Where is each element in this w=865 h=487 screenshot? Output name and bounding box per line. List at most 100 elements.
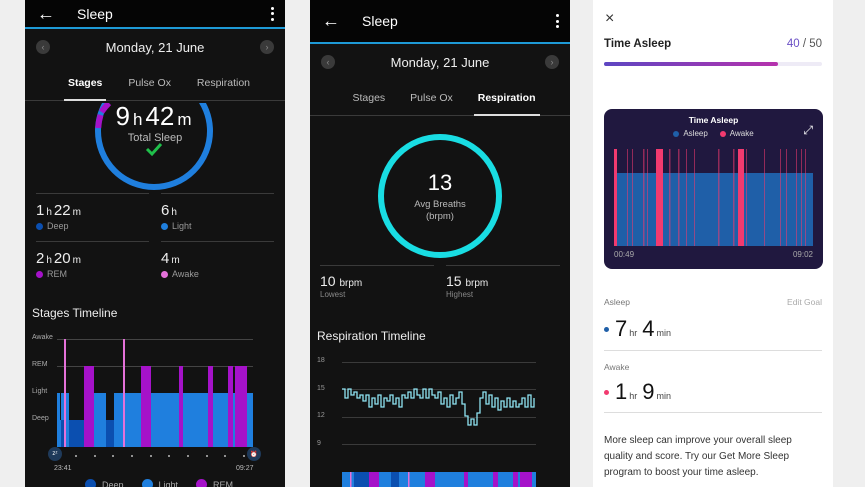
y-label-15: 15 [317,385,325,392]
tab-stages[interactable]: Stages [352,91,386,104]
awake-value: 1 hr 9 min [604,379,674,405]
y-label-rem: REM [32,361,48,368]
rem-dot-icon [36,270,43,278]
date-navigator: ‹ Monday, 21 June › [310,44,570,80]
total-minutes: 42 [145,101,175,131]
stat-lowest: 10 brpm Lowest [320,265,434,299]
y-label-9: 9 [317,440,321,447]
asleep-value: 7 hr 4 min [604,316,674,342]
avg-breaths-unit: (brpm) [426,211,454,222]
y-label-12: 12 [317,412,325,419]
stat-rem: 2 h 20 m REM [36,241,149,289]
light-legend-icon [141,479,153,487]
y-label-18: 18 [317,357,325,364]
chart-legend: Asleep Awake [604,129,823,138]
timeline-ticks [75,455,245,457]
edit-goal-link[interactable]: Edit Goal [787,297,822,307]
previous-day-button[interactable]: ‹ [321,55,335,69]
stages-legend: Deep Light REM [85,479,233,487]
back-arrow-icon[interactable]: ← [37,3,55,23]
sleep-start-time: 23:41 [54,465,72,472]
avg-breaths-value: 13 [427,170,453,195]
time-asleep-chart-card: Time Asleep Asleep Awake ⤢ [604,109,823,269]
chart-title: Time Asleep [688,115,739,125]
total-sleep: 9 h 42 m Total Sleep [25,101,285,144]
tab-respiration[interactable]: Respiration [196,76,251,89]
awake-dot-icon [604,389,609,395]
sleep-start-icon: zᶻ [48,447,62,461]
score-max: / 50 [802,38,822,50]
date-label: Monday, 21 June [105,39,205,55]
divider [604,350,822,351]
avg-breaths: 13 Avg Breaths (brpm) [310,170,570,223]
respiration-timeline-title: Respiration Timeline [317,329,426,343]
awake-dot-icon [161,270,168,278]
deep-legend-icon [85,479,96,487]
score-progress-fill [604,62,779,66]
app-bar: ← Sleep [310,0,570,44]
time-asleep-title: Time Asleep [604,38,672,50]
next-day-button[interactable]: › [545,55,559,69]
fitbit-time-asleep-screen: × Time Asleep 40 / 50 Time Asleep Asleep… [593,0,833,487]
alarm-clock-icon: ⏰ [247,447,261,461]
tab-bar: Stages Pulse Ox Respiration [25,65,285,101]
asleep-label: Asleep [604,297,630,307]
respiration-stats: 10 brpm Lowest 15 brpm Highest [320,265,560,299]
score-value: 40 [786,38,800,50]
divider [604,412,822,413]
y-label-deep: Deep [32,415,49,422]
app-bar: ← Sleep [25,0,285,29]
stages-timeline-title: Stages Timeline [32,306,118,320]
stages-timeline-chart [57,339,253,447]
more-options-icon[interactable] [556,14,560,28]
tab-bar: Stages Pulse Ox Respiration [310,80,570,116]
tab-pulse-ox[interactable]: Pulse Ox [128,76,171,89]
more-options-icon[interactable] [271,6,275,21]
stat-deep: 1 h 22 m Deep [36,193,149,241]
chart-start-time: 00:49 [614,250,635,259]
back-arrow-icon[interactable]: ← [322,10,340,31]
tab-stages[interactable]: Stages [63,65,107,101]
total-hours: 9 [115,101,130,131]
sleep-end-time: 09:27 [236,465,254,472]
avg-breaths-label: Avg Breaths [414,199,466,210]
asleep-legend-icon [673,130,680,137]
tab-pulse-ox[interactable]: Pulse Ox [410,91,453,104]
avg-breaths-ring [378,134,502,258]
screen-title: Sleep [362,13,398,29]
y-label-light: Light [32,388,48,395]
tab-respiration[interactable]: Respiration [473,80,540,116]
expand-icon[interactable]: ⤢ [803,123,813,137]
chart-end-time: 09:02 [792,250,813,259]
total-sleep-ring [95,103,213,190]
screen-title: Sleep [77,5,113,22]
previous-day-button[interactable]: ‹ [36,40,50,54]
sleep-tip-text: More sleep can improve your overall slee… [604,435,792,478]
date-navigator: ‹ Monday, 21 June › [25,29,285,65]
next-day-button[interactable]: › [260,40,274,54]
respiration-stages-bar [342,472,536,487]
time-asleep-score: 40 / 50 [787,38,822,50]
awake-label: Awake [604,362,630,372]
time-asleep-bar-chart [614,149,813,246]
light-dot-icon [161,222,168,230]
minutes-unit: m [177,110,192,129]
stat-highest: 15 brpm Highest [446,265,560,299]
deep-dot-icon [36,222,43,230]
total-sleep-label: Total Sleep [127,132,183,144]
checkmark-icon [145,142,163,157]
y-label-awake: Awake [32,334,53,341]
hours-unit: h [132,110,143,129]
awake-legend-icon [719,130,726,137]
asleep-dot-icon [604,326,609,332]
rem-legend-icon [196,479,208,487]
close-icon[interactable]: × [605,10,615,27]
date-label: Monday, 21 June [390,54,490,70]
garmin-respiration-screen: ← Sleep ‹ Monday, 21 June › Stages Pulse… [310,0,570,487]
score-progress-bar [604,62,822,66]
garmin-stages-screen: ← Sleep ‹ Monday, 21 June › Stages Pulse… [25,0,285,487]
